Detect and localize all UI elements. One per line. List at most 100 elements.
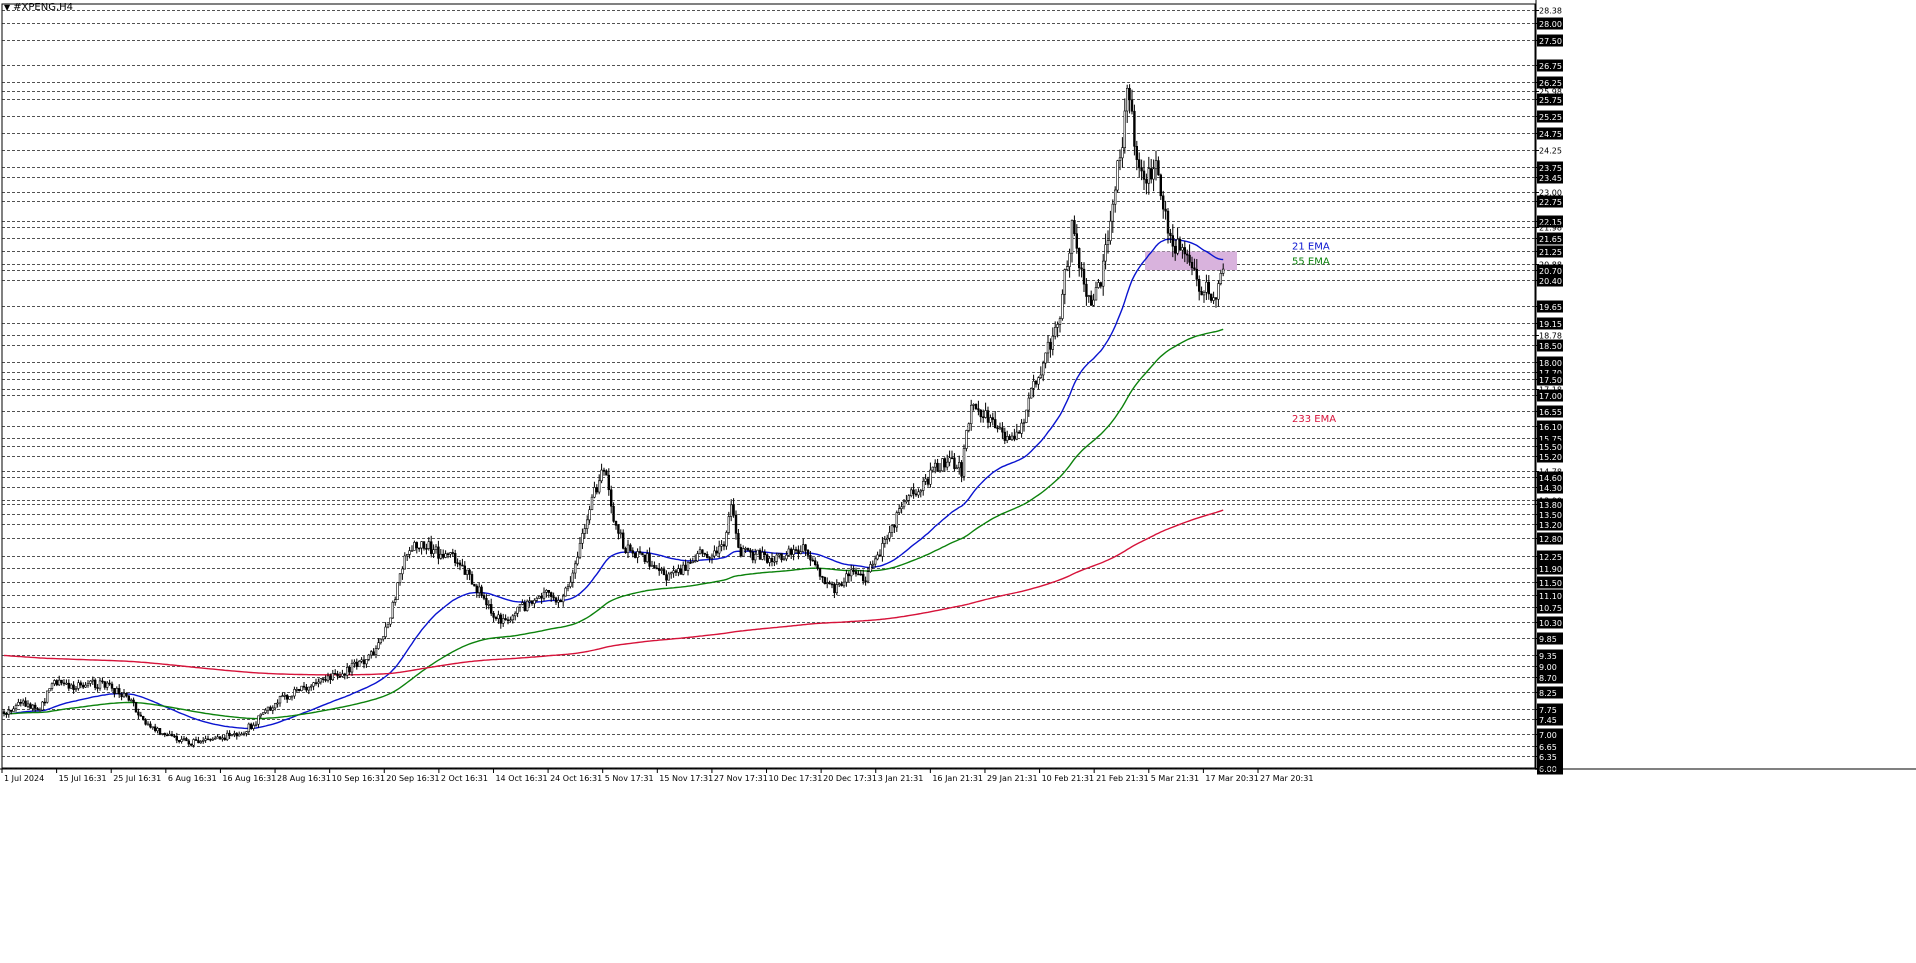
candlestick bbox=[1005, 430, 1009, 444]
candlestick bbox=[595, 484, 599, 495]
candle-body bbox=[504, 618, 507, 621]
candlestick bbox=[665, 570, 668, 587]
candle-body bbox=[780, 553, 783, 561]
candlestick bbox=[621, 529, 625, 550]
candlestick bbox=[55, 679, 59, 687]
candle-body bbox=[350, 663, 354, 673]
candlestick bbox=[290, 695, 294, 701]
candle-body bbox=[463, 565, 466, 575]
candlestick bbox=[1109, 210, 1112, 245]
y-tick-tag bbox=[1537, 660, 1563, 673]
y-tick-label: 18.00 bbox=[1539, 359, 1562, 368]
candlestick bbox=[302, 681, 306, 691]
candlestick bbox=[955, 464, 959, 470]
candlestick bbox=[953, 453, 956, 472]
candlestick bbox=[638, 546, 642, 555]
candle-body bbox=[408, 550, 411, 555]
candlestick bbox=[420, 541, 423, 555]
candle-body bbox=[1051, 335, 1055, 350]
candle-body bbox=[139, 714, 142, 717]
candle-body bbox=[696, 553, 699, 562]
candle-body bbox=[461, 564, 464, 567]
candle-body bbox=[357, 661, 361, 668]
triangle-down-icon[interactable]: ▼ bbox=[4, 3, 11, 12]
candle-body bbox=[413, 542, 416, 551]
candle-body bbox=[300, 685, 303, 691]
candlestick bbox=[837, 582, 841, 588]
candle-body bbox=[1114, 189, 1117, 205]
candle-body bbox=[319, 678, 322, 683]
candle-body bbox=[996, 427, 999, 430]
candlestick bbox=[717, 540, 721, 558]
candlestick bbox=[1178, 236, 1182, 251]
candlestick bbox=[626, 539, 630, 558]
candle-body bbox=[590, 496, 594, 510]
candle-body bbox=[432, 549, 435, 554]
candle-body bbox=[885, 537, 889, 540]
candlestick bbox=[297, 688, 301, 692]
candle-body bbox=[293, 689, 296, 697]
candlestick bbox=[633, 551, 637, 559]
candlestick bbox=[957, 455, 961, 475]
candlestick bbox=[12, 706, 15, 712]
candle-body bbox=[600, 469, 603, 482]
candlestick bbox=[314, 678, 318, 686]
y-tick-label: 24.25 bbox=[1539, 147, 1562, 156]
candlestick bbox=[979, 409, 983, 423]
candlestick bbox=[926, 476, 930, 487]
candlestick bbox=[283, 692, 286, 700]
candlestick bbox=[962, 444, 966, 481]
candle-body bbox=[437, 546, 440, 559]
candlestick bbox=[1032, 374, 1035, 398]
candlestick bbox=[125, 692, 128, 698]
candle-body bbox=[1090, 295, 1093, 306]
candlestick bbox=[156, 726, 159, 734]
y-tick-label: 10.75 bbox=[1539, 604, 1562, 613]
candle-body bbox=[1075, 233, 1079, 249]
candlestick bbox=[722, 541, 726, 551]
candlestick bbox=[50, 682, 54, 691]
candle-body bbox=[638, 551, 642, 554]
y-tick-label: 10.30 bbox=[1539, 619, 1562, 628]
ema-layer bbox=[3, 238, 1224, 730]
candlestick bbox=[523, 599, 527, 612]
candlestick bbox=[501, 613, 505, 627]
ema-233-line bbox=[3, 509, 1224, 676]
x-tick-label: 10 Dec 17:31 bbox=[769, 774, 823, 783]
candlestick bbox=[250, 722, 253, 730]
candle-body bbox=[1066, 266, 1069, 270]
candle-body bbox=[1058, 318, 1062, 325]
candle-body bbox=[506, 619, 510, 622]
candlestick bbox=[463, 561, 466, 575]
candle-body bbox=[535, 597, 539, 601]
y-tick-label: 11.10 bbox=[1539, 592, 1562, 601]
chart-title-box[interactable]: ▼ #XPENG,H4 bbox=[4, 2, 73, 13]
candle-body bbox=[749, 549, 752, 553]
y-tick-label: 15.50 bbox=[1539, 443, 1562, 452]
y-tick-label: 6.35 bbox=[1539, 753, 1557, 762]
candle-body bbox=[761, 552, 764, 560]
candlestick bbox=[341, 669, 344, 678]
x-axis: 1 Jul 2024 15 Jul 16:31 25 Jul 16:31 6 Aug … bbox=[0, 768, 1916, 783]
candle-body bbox=[799, 551, 803, 554]
candle-body bbox=[163, 733, 166, 736]
candle-body bbox=[259, 713, 262, 717]
candlestick bbox=[929, 462, 932, 488]
candlestick bbox=[271, 705, 274, 715]
candle-body bbox=[758, 549, 762, 560]
x-tick-label: 28 Aug 16:31 bbox=[277, 774, 331, 783]
candlestick bbox=[122, 689, 126, 698]
candle-body bbox=[314, 682, 318, 684]
candlestick bbox=[245, 731, 248, 737]
candlestick bbox=[585, 515, 589, 534]
candle-body bbox=[801, 544, 805, 553]
candlestick bbox=[569, 576, 572, 589]
x-tick-label: 16 Aug 16:31 bbox=[222, 774, 276, 783]
candle-body bbox=[194, 739, 198, 741]
candle-body bbox=[681, 564, 685, 575]
candle-body bbox=[1111, 203, 1115, 222]
candle-body bbox=[825, 582, 829, 585]
candle-body bbox=[374, 648, 378, 655]
candlestick bbox=[1183, 241, 1187, 263]
